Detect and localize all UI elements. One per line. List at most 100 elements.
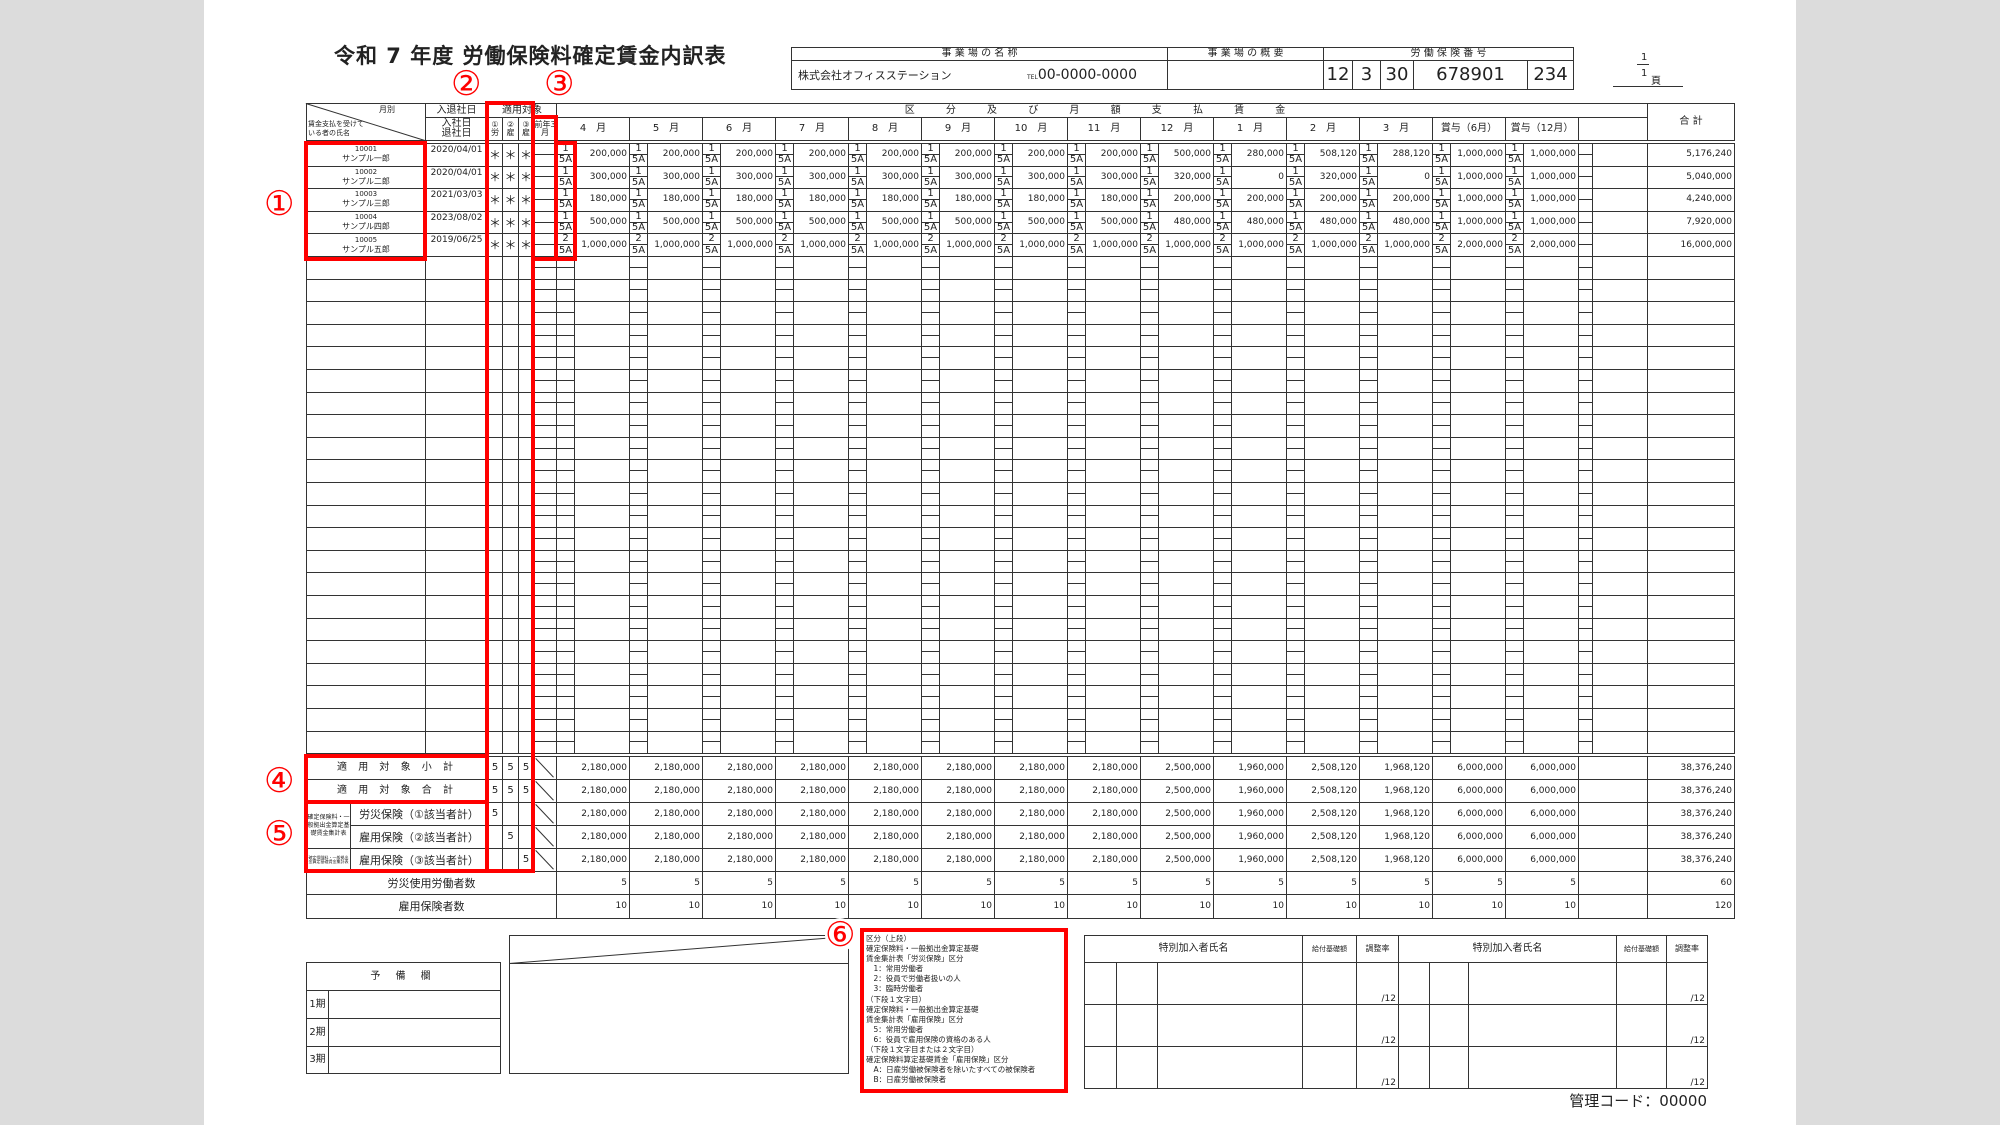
category-code-cell bbox=[1505, 482, 1524, 506]
code-bottom: 5A bbox=[1215, 221, 1230, 233]
wage-amount-cell: 180,000 bbox=[574, 188, 630, 212]
wage-amount-cell: 500,000 bbox=[1158, 143, 1214, 167]
code-bottom: 5A bbox=[777, 176, 792, 188]
wage-amount-cell bbox=[1450, 346, 1506, 370]
row-total-cell: 4,240,000 bbox=[1647, 188, 1735, 212]
code-bottom bbox=[1214, 449, 1231, 460]
employee-name-cell: 10005 サンプル五郎 bbox=[306, 233, 426, 257]
code-bottom bbox=[1433, 607, 1450, 618]
join-date-cell: 2020/04/01 bbox=[425, 165, 488, 190]
category-code-cell bbox=[1286, 414, 1305, 438]
blank-code-cell bbox=[1578, 210, 1593, 235]
special-name-cell bbox=[1084, 962, 1117, 1005]
note-line: 賃金集計表「雇用保険」区分 bbox=[866, 1014, 964, 1024]
category-code-cell bbox=[1067, 730, 1086, 755]
wage-amount-cell bbox=[866, 595, 922, 619]
summary-amount: 2,500,000 bbox=[1140, 802, 1214, 826]
code-top bbox=[1579, 619, 1592, 630]
code-bottom bbox=[1433, 539, 1450, 550]
category-code-cell bbox=[848, 730, 867, 755]
code-top bbox=[1214, 415, 1231, 426]
category-code-cell bbox=[1359, 278, 1378, 303]
insurance-number-part: 3 bbox=[1352, 60, 1381, 90]
flag-cell bbox=[487, 504, 503, 529]
row-total-cell bbox=[1647, 391, 1735, 416]
category-code-cell bbox=[629, 730, 648, 755]
code-top bbox=[557, 370, 574, 381]
code-bottom: 5A bbox=[631, 199, 646, 211]
code-top bbox=[534, 619, 556, 630]
wage-amount-cell bbox=[1231, 346, 1287, 370]
wage-amount-cell: 200,000 bbox=[1085, 143, 1141, 167]
code-bottom bbox=[1506, 449, 1523, 460]
summary-amount: 6,000,000 bbox=[1432, 756, 1506, 780]
code-bottom: 5A bbox=[777, 244, 792, 256]
code-top bbox=[1579, 393, 1592, 404]
code-bottom bbox=[534, 177, 556, 188]
wage-amount-cell bbox=[1450, 708, 1506, 732]
code-bottom: 5A bbox=[1361, 154, 1376, 166]
code-bottom: 5A bbox=[1142, 176, 1157, 188]
flag-cell bbox=[518, 459, 534, 483]
code-top bbox=[534, 506, 556, 517]
wage-amount-cell bbox=[647, 572, 703, 596]
category-code-cell: 1 5A bbox=[1286, 188, 1305, 212]
category-code-cell bbox=[1432, 504, 1451, 529]
category-code-cell bbox=[1140, 436, 1159, 461]
empty-name-cell bbox=[306, 549, 426, 574]
flag-cell bbox=[518, 595, 534, 619]
category-code-cell bbox=[1140, 572, 1159, 596]
category-code-cell bbox=[1286, 278, 1305, 303]
category-code-cell: 1 5A bbox=[1286, 143, 1305, 167]
wage-amount-cell bbox=[1231, 549, 1287, 574]
category-code-cell bbox=[848, 323, 867, 348]
code-bottom bbox=[1433, 697, 1450, 708]
flag-header-1: ①労 bbox=[487, 117, 503, 141]
code-bottom bbox=[1579, 449, 1592, 460]
code-bottom bbox=[1287, 313, 1304, 324]
office-name-cell: 株式会社オフィスステーション TEL00-0000-0000 bbox=[791, 60, 1168, 90]
category-code-cell bbox=[775, 391, 794, 416]
code-bottom bbox=[1214, 381, 1231, 392]
code-bottom bbox=[849, 449, 866, 460]
code-top bbox=[1068, 506, 1085, 517]
code-top bbox=[1287, 619, 1304, 630]
wage-amount-cell bbox=[1377, 346, 1433, 370]
flag-cell bbox=[502, 572, 519, 596]
code-top bbox=[776, 302, 793, 313]
code-bottom bbox=[557, 720, 574, 731]
wage-amount-cell: 1,000,000 bbox=[793, 233, 849, 257]
annotation-marker-2: ② bbox=[451, 64, 482, 104]
wage-amount-cell: 300,000 bbox=[647, 165, 703, 190]
code-bottom bbox=[922, 336, 939, 347]
code-bottom bbox=[922, 539, 939, 550]
code-bottom bbox=[557, 584, 574, 595]
code-bottom bbox=[557, 290, 574, 301]
wage-amount-cell: 200,000 bbox=[939, 143, 995, 167]
wage-amount-cell bbox=[1523, 256, 1579, 280]
wage-amount-cell bbox=[1158, 369, 1214, 393]
wage-amount-cell bbox=[866, 730, 922, 755]
category-code-cell: 1 5A bbox=[1286, 210, 1305, 235]
blank-cell bbox=[1578, 779, 1648, 803]
category-code-cell bbox=[994, 369, 1013, 393]
code-top bbox=[849, 393, 866, 404]
category-code-cell bbox=[1432, 662, 1451, 687]
code-bottom bbox=[1141, 268, 1158, 279]
empty-name-cell bbox=[306, 414, 426, 438]
code-top: 2 bbox=[1214, 234, 1231, 246]
code-bottom bbox=[630, 336, 647, 347]
category-code-cell: 1 5A bbox=[1067, 188, 1086, 212]
category-code-cell: 1 5A bbox=[1067, 143, 1086, 167]
flag-cell bbox=[487, 256, 503, 280]
code-top bbox=[1433, 641, 1450, 652]
wage-amount-cell bbox=[1377, 459, 1433, 483]
code-top bbox=[1287, 302, 1304, 313]
code-top bbox=[1068, 370, 1085, 381]
wage-amount-cell bbox=[939, 527, 995, 551]
code-bottom bbox=[1287, 675, 1304, 686]
leave-label: 退社日 bbox=[441, 128, 472, 139]
reserve-period-value bbox=[328, 1018, 501, 1047]
code-top: 1 bbox=[557, 189, 574, 200]
category-code-cell: 1 5A bbox=[1140, 165, 1159, 190]
